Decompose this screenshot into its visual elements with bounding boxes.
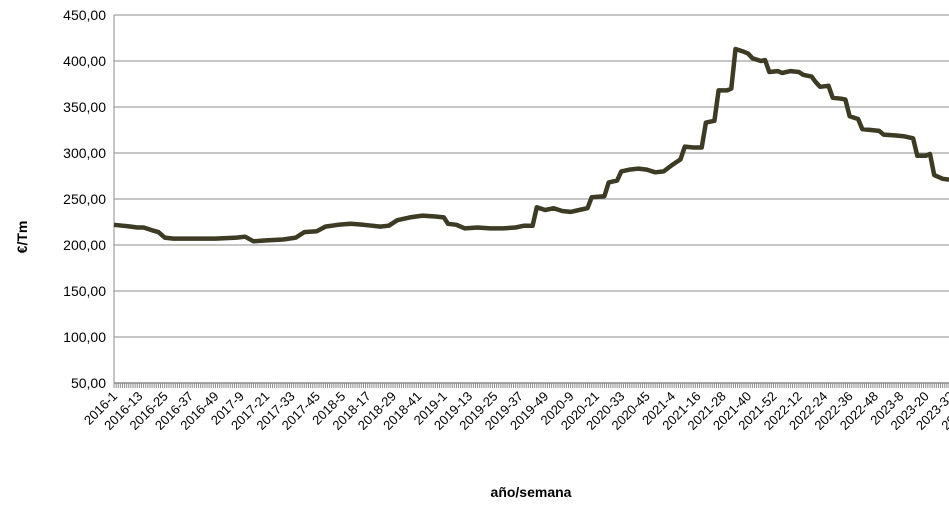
x-axis-ticks: 2016-12016-132016-252016-372016-492017-9… <box>81 389 949 433</box>
y-axis-title: €/Tm <box>14 221 30 254</box>
series <box>113 46 949 244</box>
y-axis-ticks: 50,00 100,00 150,00 200,00 250,00 300,00 350,0… <box>63 7 106 391</box>
y-tick-label: 300,00 <box>63 145 106 161</box>
y-tick-label: 450,00 <box>63 7 106 23</box>
axes <box>113 15 949 388</box>
gridlines <box>114 14 949 338</box>
y-tick-label: 150,00 <box>63 283 106 299</box>
y-tick-label: 350,00 <box>63 99 106 115</box>
y-tick-label: 100,00 <box>63 329 106 345</box>
y-tick-label: 250,00 <box>63 191 106 207</box>
y-tick-label: 50,00 <box>71 375 106 391</box>
series-line <box>113 46 949 244</box>
y-tick-label: 400,00 <box>63 53 106 69</box>
y-tick-label: 200,00 <box>63 237 106 253</box>
x-axis-title: año/semana <box>491 484 572 500</box>
